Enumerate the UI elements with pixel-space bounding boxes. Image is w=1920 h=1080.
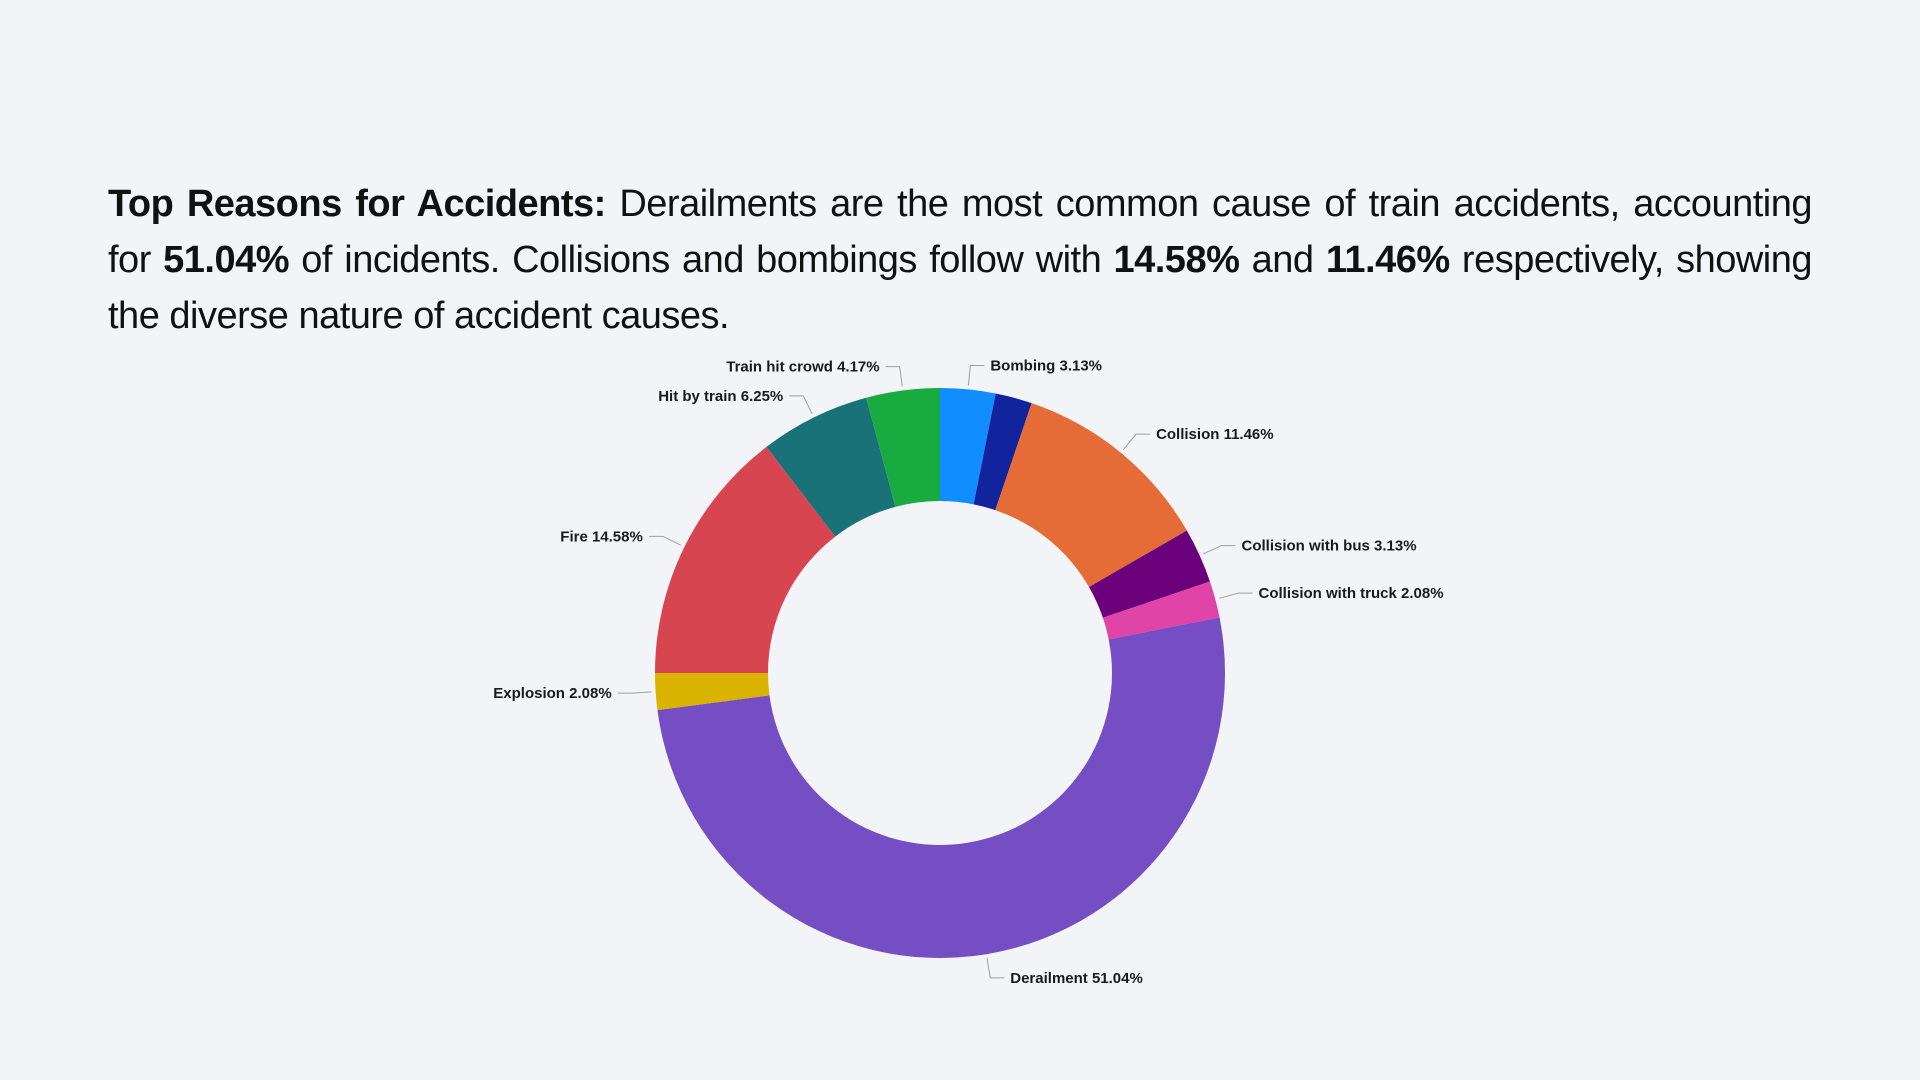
leader-line-collision-with-truck (1219, 592, 1253, 599)
slice-bombing[interactable] (940, 388, 996, 505)
leader-line-bombing (967, 364, 985, 386)
label-explosion: Explosion 2.08% (493, 685, 611, 702)
leader-line-collision (1122, 433, 1151, 450)
leader-line-train-hit-crowd (885, 366, 903, 387)
label-collision-with-truck: Collision with truck 2.08% (1259, 585, 1444, 602)
summary-part-3: and (1239, 239, 1326, 281)
summary-heading: Top Reasons for Accidents: (108, 183, 606, 225)
label-collision: Collision 11.46% (1156, 426, 1274, 443)
label-bombing: Bombing 3.13% (990, 357, 1102, 374)
label-fire: Fire 14.58% (560, 528, 643, 545)
leader-line-collision-with-bus (1203, 545, 1236, 555)
slice-unlabeled-1[interactable] (973, 393, 1032, 511)
donut-labels: Bombing 3.13% Collision 11.46% Collision w… (493, 357, 1443, 986)
slice-collision-with-bus[interactable] (1088, 530, 1210, 618)
slice-derailment[interactable] (657, 617, 1225, 958)
label-collision-with-bus: Collision with bus 3.13% (1242, 538, 1417, 555)
slice-collision[interactable] (995, 403, 1187, 588)
slice-fire[interactable] (655, 446, 836, 673)
label-hit-by-train: Hit by train 6.25% (658, 388, 783, 405)
leader-line-explosion (617, 691, 652, 694)
leader-line-derailment (986, 958, 1005, 979)
leader-line-fire (648, 535, 682, 546)
slice-collision-with-truck[interactable] (1102, 581, 1220, 640)
summary-part-2: of incidents. Collisions and bombings fo… (289, 239, 1114, 281)
summary-part-4: respectively, showing the diverse nature… (108, 239, 1813, 337)
summary-part-1: Derailments are the most common cause of… (108, 183, 1813, 281)
label-train-hit-crowd: Train hit crowd 4.17% (726, 359, 879, 376)
summary-highlight-bombing: 11.46% (1325, 239, 1450, 281)
donut-leader-lines (617, 364, 1253, 979)
summary-text: Top Reasons for Accidents: Derailments a… (108, 176, 1813, 344)
slice-hit-by-train[interactable] (766, 397, 896, 537)
slice-explosion[interactable] (655, 673, 770, 711)
leader-line-hit-by-train (789, 395, 813, 415)
label-derailment: Derailment 51.04% (1010, 970, 1143, 987)
summary-highlight-derailment: 51.04% (163, 239, 290, 281)
donut-slices (655, 388, 1225, 958)
slice-train-hit-crowd[interactable] (866, 388, 940, 507)
summary-highlight-collision: 14.58% (1113, 239, 1240, 281)
